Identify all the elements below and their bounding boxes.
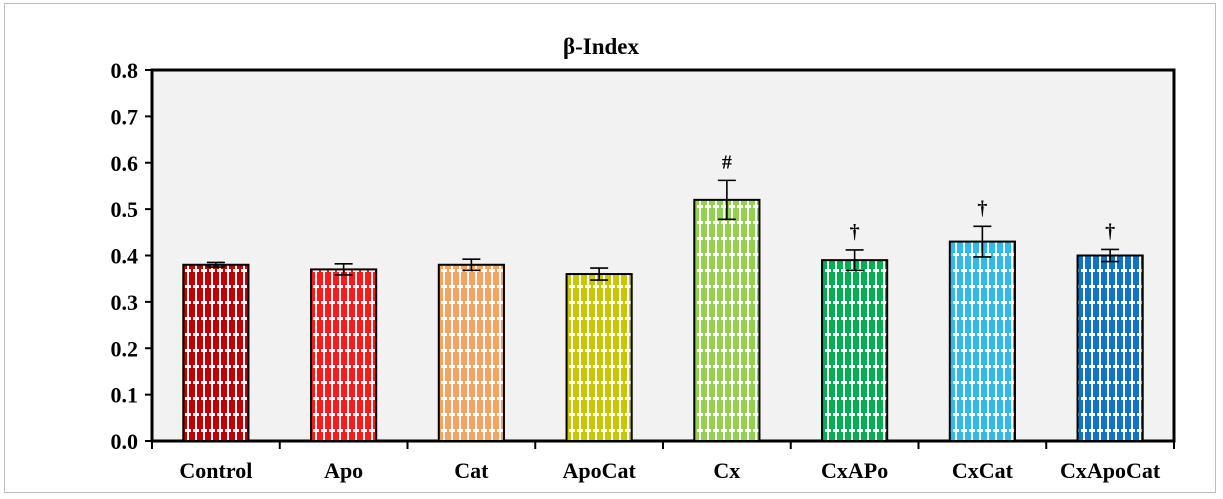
- x-tick-label-cxapo: CxAPo: [821, 458, 888, 483]
- x-tick-label-cxapocat: CxApoCat: [1060, 458, 1161, 483]
- bars: [182, 198, 1144, 443]
- bar-cxapo: [821, 259, 889, 443]
- y-tick-label: 0.6: [111, 151, 139, 176]
- error-bar-apocat: [590, 267, 609, 281]
- bar-apo: [310, 268, 378, 442]
- y-tick-label: 0.1: [111, 383, 139, 408]
- x-tick-label-cx: Cx: [713, 458, 740, 483]
- chart-title: β-Index: [563, 34, 640, 59]
- beta-index-chart: β-Index 0.0 0.1 0.2 0.3 0.4 0.5 0.6 0.7 0.8 Cont…: [111, 34, 1176, 483]
- y-tick-label: 0.8: [111, 58, 139, 83]
- plot-area: [150, 68, 1176, 443]
- error-bar-apo: [334, 263, 353, 276]
- y-tick-label: 0.5: [111, 197, 139, 222]
- annotation-cx: #: [722, 151, 732, 173]
- error-bar-cxcat: [973, 225, 992, 258]
- y-tick-label: 0.7: [111, 104, 139, 129]
- annotation-cxapocat: †: [1105, 220, 1115, 242]
- y-axis: 0.0 0.1 0.2 0.3 0.4 0.5 0.6 0.7 0.8: [111, 58, 152, 454]
- x-tick-label-apo: Apo: [324, 458, 363, 483]
- bar-cxcat: [948, 240, 1016, 442]
- error-bar-cxapo: [845, 249, 864, 272]
- annotation-cxcat: †: [977, 197, 987, 219]
- y-tick-label: 0.2: [111, 336, 139, 361]
- annotation-cxapo: †: [850, 221, 860, 243]
- annotations: # † † †: [722, 151, 1115, 243]
- error-bar-cxapocat: [1101, 248, 1120, 263]
- error-bar-control: [206, 261, 225, 268]
- y-tick-label: 0.0: [111, 429, 139, 454]
- error-bars: [206, 179, 1120, 281]
- x-axis: Control Apo Cat ApoCat Cx CxAPo CxCat CxApoCat: [151, 441, 1175, 483]
- bar-cxapocat: [1076, 254, 1144, 442]
- y-tick-label: 0.4: [111, 244, 139, 269]
- x-tick-label-apocat: ApoCat: [562, 458, 636, 483]
- x-tick-label-cxcat: CxCat: [952, 458, 1014, 483]
- error-bar-cx: [717, 179, 736, 221]
- y-tick-label: 0.3: [111, 290, 139, 315]
- bar-control: [182, 263, 250, 442]
- x-tick-label-cat: Cat: [454, 458, 489, 483]
- x-tick-label-control: Control: [179, 458, 252, 483]
- chart-frame: β-Index 0.0 0.1 0.2 0.3 0.4 0.5 0.6 0.7 0.8 Cont…: [4, 3, 1216, 493]
- bar-apocat: [565, 273, 633, 442]
- bar-cat: [437, 263, 505, 442]
- bar-cx: [693, 198, 761, 442]
- error-bar-cat: [462, 258, 481, 272]
